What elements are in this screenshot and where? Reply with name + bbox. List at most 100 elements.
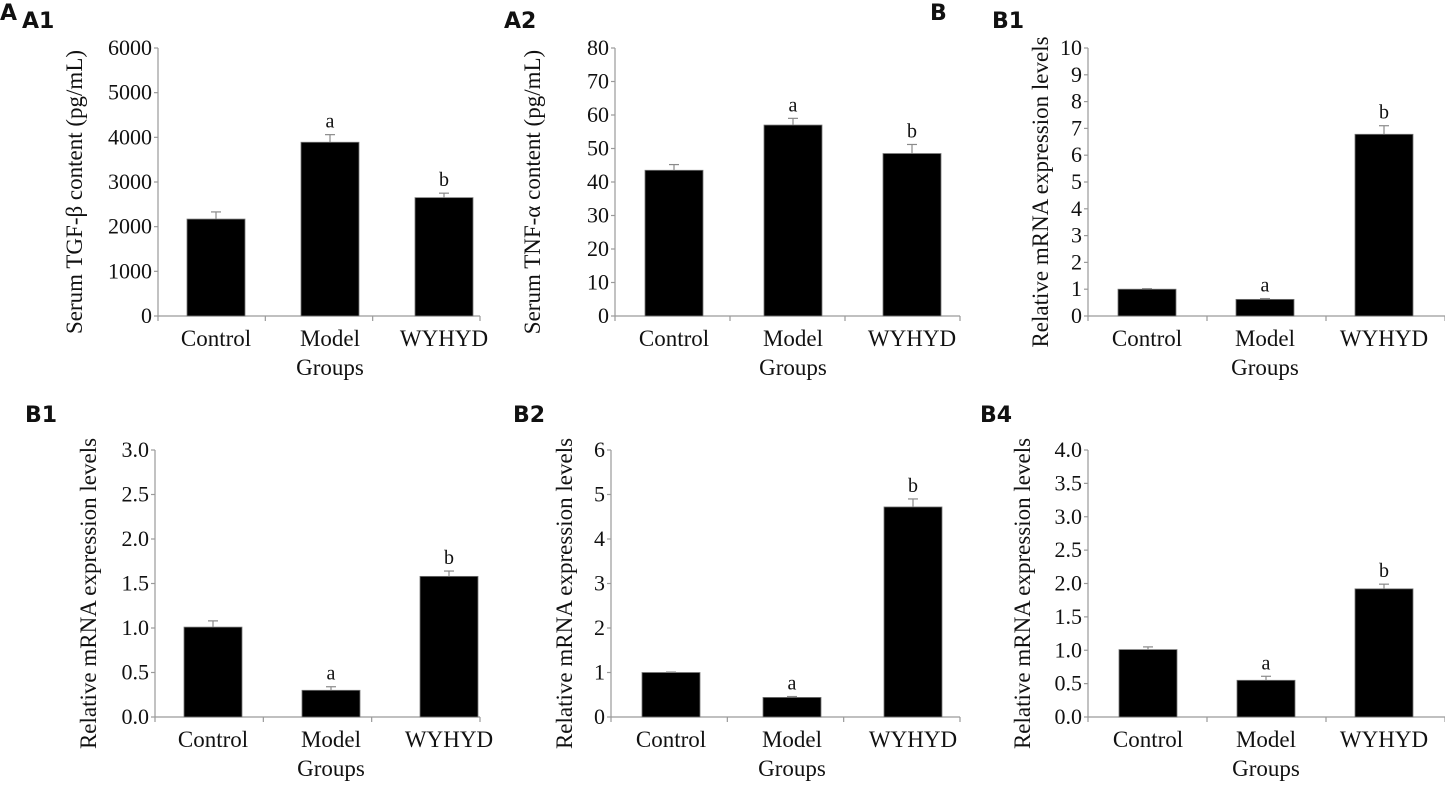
y-tick-label: 2.5 bbox=[122, 482, 150, 507]
panel-label: B1 bbox=[992, 9, 1024, 34]
y-tick-label: 10 bbox=[1060, 35, 1082, 60]
y-tick-label: 0 bbox=[594, 704, 605, 729]
y-tick-label: 20 bbox=[587, 236, 609, 261]
y-tick-label: 1000 bbox=[108, 258, 152, 283]
x-tick-label: WYHYD bbox=[868, 326, 956, 351]
x-tick-label: WYHYD bbox=[1340, 326, 1428, 351]
x-axis-title: Groups bbox=[1231, 355, 1299, 380]
y-tick-label: 50 bbox=[587, 136, 609, 161]
bar-model bbox=[300, 141, 360, 317]
y-tick-label: 2 bbox=[1071, 249, 1082, 274]
significance-label: b bbox=[1379, 102, 1389, 124]
y-tick-label: 6000 bbox=[108, 35, 152, 60]
y-tick-label: 10 bbox=[587, 270, 609, 295]
bar-model bbox=[1236, 679, 1296, 718]
y-tick-label: 0 bbox=[141, 303, 152, 328]
x-axis-title: Groups bbox=[1232, 756, 1300, 781]
significance-label: a bbox=[326, 111, 335, 133]
y-tick-label: 1 bbox=[594, 660, 605, 685]
significance-label: a bbox=[1261, 275, 1270, 297]
x-tick-label: Model bbox=[301, 727, 361, 752]
y-axis-title: Relative mRNA expression levels bbox=[76, 438, 101, 749]
figure-label-a: A bbox=[0, 1, 17, 26]
bar-control bbox=[641, 672, 701, 718]
y-tick-label: 4000 bbox=[108, 124, 152, 149]
y-tick-label: 0.0 bbox=[1055, 704, 1083, 729]
chart-panel-b2: B2 0 1 2 3 4 5 6 Control a Model b WYHYD Groups Relati… bbox=[513, 403, 961, 781]
x-tick-label: Model bbox=[763, 326, 823, 351]
x-axis-title: Groups bbox=[758, 756, 826, 781]
x-tick-label: Control bbox=[178, 727, 248, 752]
y-tick-label: 8 bbox=[1071, 89, 1082, 114]
x-tick-label: Control bbox=[181, 326, 251, 351]
y-tick-label: 0.0 bbox=[122, 704, 150, 729]
y-tick-label: 6 bbox=[594, 437, 605, 462]
y-tick-label: 1.0 bbox=[1055, 637, 1083, 662]
x-tick-label: Control bbox=[1113, 727, 1183, 752]
y-axis-title: Relative mRNA expression levels bbox=[1028, 36, 1053, 347]
y-tick-label: 70 bbox=[587, 69, 609, 94]
x-tick-label: Control bbox=[636, 727, 706, 752]
chart-panel-b4: B4 0.0 0.5 1.0 1.5 2.0 2.5 3.0 3.5 4.0 Control a Mod… bbox=[980, 403, 1445, 781]
significance-label: a bbox=[788, 673, 797, 695]
chart-panel-b1: B1 0.0 0.5 1.0 1.5 2.0 2.5 3.0 Control a Model b WYH… bbox=[25, 403, 493, 781]
y-tick-label: 60 bbox=[587, 102, 609, 127]
y-tick-label: 4 bbox=[1071, 196, 1082, 221]
y-axis-title: Serum TNF-α content (pg/mL) bbox=[520, 50, 545, 334]
y-tick-label: 2.5 bbox=[1055, 537, 1083, 562]
bar-control bbox=[183, 626, 243, 718]
y-tick-label: 1 bbox=[1071, 276, 1082, 301]
y-tick-label: 0.5 bbox=[122, 660, 150, 685]
y-tick-label: 3.5 bbox=[1055, 470, 1083, 495]
significance-label: a bbox=[789, 94, 798, 116]
y-tick-label: 3.0 bbox=[1055, 504, 1083, 529]
significance-label: b bbox=[908, 475, 918, 497]
y-tick-label: 0.5 bbox=[1055, 671, 1083, 696]
bar-wyhyd bbox=[1354, 588, 1414, 718]
x-tick-label: Model bbox=[762, 727, 822, 752]
x-tick-label: Model bbox=[1235, 326, 1295, 351]
y-axis-title: Relative mRNA expression levels bbox=[552, 438, 577, 749]
y-tick-label: 0 bbox=[598, 303, 609, 328]
y-tick-label: 2.0 bbox=[122, 526, 150, 551]
y-tick-label: 0 bbox=[1071, 303, 1082, 328]
y-tick-label: 80 bbox=[587, 35, 609, 60]
bar-control bbox=[644, 169, 704, 317]
y-tick-label: 3 bbox=[1071, 223, 1082, 248]
panel-label: A2 bbox=[504, 9, 536, 34]
y-axis-title: Relative mRNA expression levels bbox=[1010, 438, 1035, 749]
bar-wyhyd bbox=[883, 506, 943, 718]
bar-wyhyd bbox=[414, 197, 474, 317]
y-tick-label: 5000 bbox=[108, 80, 152, 105]
chart-panel-a1: A1 0 1000 2000 3000 4000 5000 6000 Control a Model… bbox=[22, 9, 488, 380]
bar-control bbox=[1117, 288, 1177, 317]
x-tick-label: Model bbox=[300, 326, 360, 351]
y-tick-label: 5 bbox=[1071, 169, 1082, 194]
x-tick-label: Model bbox=[1236, 727, 1296, 752]
x-tick-label: WYHYD bbox=[869, 727, 957, 752]
y-tick-label: 9 bbox=[1071, 62, 1082, 87]
significance-label: b bbox=[1379, 560, 1389, 582]
significance-label: b bbox=[439, 169, 449, 191]
bar-control bbox=[1118, 649, 1178, 718]
y-tick-label: 40 bbox=[587, 169, 609, 194]
y-tick-label: 2000 bbox=[108, 214, 152, 239]
significance-label: b bbox=[444, 547, 454, 569]
bar-wyhyd bbox=[1354, 133, 1414, 317]
significance-label: b bbox=[907, 120, 917, 142]
x-tick-label: WYHYD bbox=[400, 326, 488, 351]
y-tick-label: 2 bbox=[594, 615, 605, 640]
x-axis-title: Groups bbox=[296, 355, 364, 380]
y-tick-label: 3 bbox=[594, 571, 605, 596]
panel-label: B2 bbox=[513, 403, 545, 428]
bar-control bbox=[186, 218, 246, 317]
y-tick-label: 2.0 bbox=[1055, 571, 1083, 596]
y-tick-label: 1.0 bbox=[122, 615, 150, 640]
significance-label: a bbox=[1262, 652, 1271, 674]
x-tick-label: Control bbox=[1112, 326, 1182, 351]
y-tick-label: 4 bbox=[594, 526, 605, 551]
y-axis-title: Serum TGF-β content (pg/mL) bbox=[62, 50, 87, 334]
x-axis-title: Groups bbox=[759, 355, 827, 380]
